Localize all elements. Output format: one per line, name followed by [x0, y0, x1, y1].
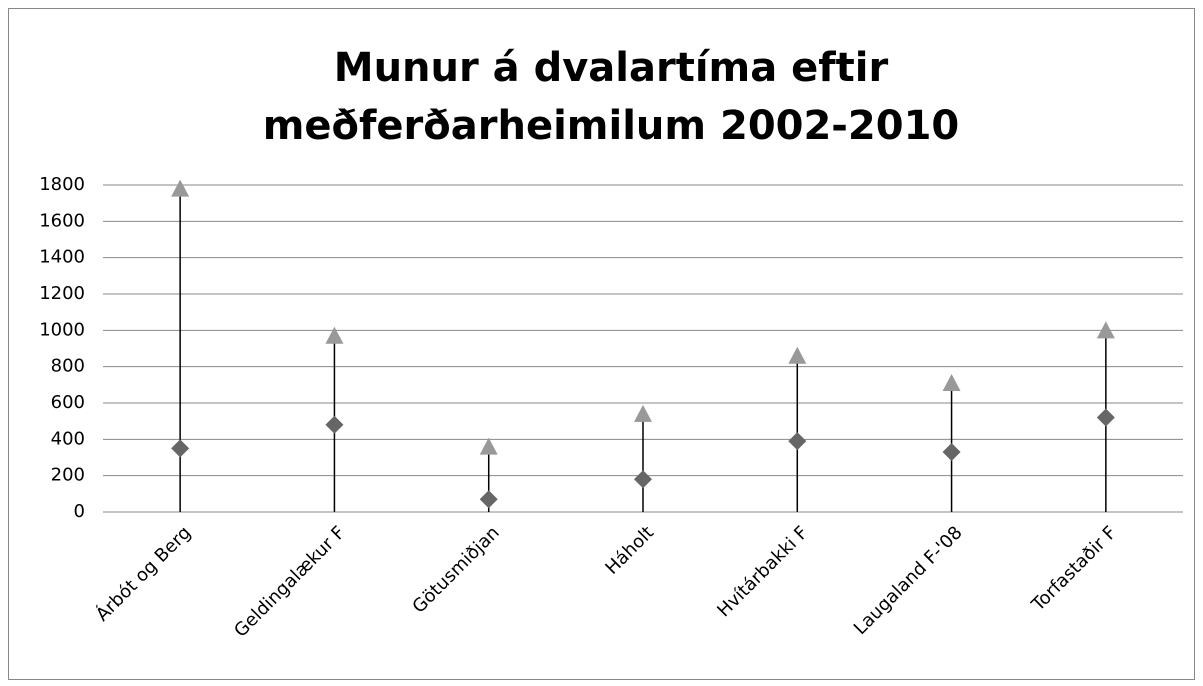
- chart-frame: [8, 8, 1195, 680]
- y-tick-label: 1200: [39, 283, 85, 304]
- diamond-marker: [1096, 408, 1115, 427]
- diamond-marker: [325, 415, 344, 434]
- triangle-marker: [942, 374, 961, 392]
- triangle-marker: [325, 326, 344, 344]
- triangle-marker: [479, 437, 498, 455]
- diamond-marker: [479, 490, 498, 509]
- y-tick-label: 1600: [39, 210, 85, 231]
- triangle-marker: [788, 346, 807, 364]
- diamond-marker: [171, 439, 190, 458]
- y-tick-label: 600: [51, 392, 85, 413]
- y-tick-label: 1400: [39, 247, 85, 268]
- diamond-marker: [634, 470, 652, 489]
- y-tick-label: 0: [74, 501, 85, 522]
- y-tick-label: 400: [51, 428, 85, 449]
- diamond-marker: [788, 432, 807, 451]
- diamond-marker: [942, 443, 961, 462]
- y-tick-label: 200: [51, 465, 85, 486]
- y-tick-label: 1000: [39, 319, 85, 340]
- chart-title: Munur á dvalartíma eftir: [334, 45, 889, 91]
- triangle-marker: [634, 404, 652, 422]
- y-tick-label: 1800: [39, 174, 85, 195]
- y-tick-label: 800: [51, 356, 85, 377]
- chart-title: meðferðarheimilum 2002-2010: [263, 103, 960, 149]
- triangle-marker: [171, 179, 190, 197]
- triangle-marker: [1096, 321, 1115, 339]
